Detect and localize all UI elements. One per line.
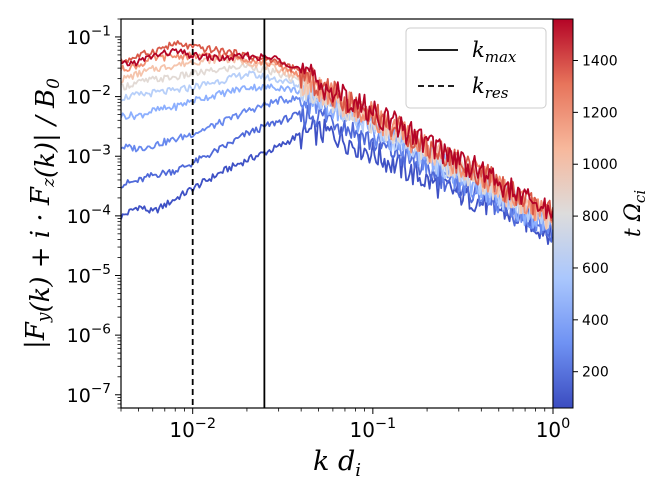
colorbar-tick-label: 200 xyxy=(582,365,609,381)
colorbar-tick-label: 1200 xyxy=(582,105,618,121)
legend-box xyxy=(405,27,547,109)
x-axis-ticks: 10−2 10−1 100 xyxy=(120,408,571,442)
colorbar-tick-label: 600 xyxy=(582,261,609,277)
reference-lines xyxy=(191,19,266,408)
x-tick-label: 100 xyxy=(536,416,571,442)
legend-label-k-max: kmax xyxy=(472,38,517,66)
y-tick-label: 10−7 xyxy=(67,381,111,407)
y-tick-label: 10−4 xyxy=(67,202,111,228)
colorbar-gradient xyxy=(552,18,574,409)
y-tick-label: 10−3 xyxy=(67,143,111,169)
x-tick-label: 10−2 xyxy=(169,416,216,442)
y-axis-ticks: 10−7 10−6 10−5 10−4 10−3 10−2 10−1 xyxy=(67,18,121,409)
colorbar-tick-label: 1400 xyxy=(582,53,618,69)
colorbar-tick-label: 800 xyxy=(582,209,609,225)
colorbar-tick-label: 1000 xyxy=(582,157,618,173)
y-tick-label: 10−1 xyxy=(67,23,111,49)
legend: kmax kres xyxy=(405,27,547,109)
colorbar: 200 400 600 800 1000 1200 1400 t Ωci xyxy=(552,18,649,409)
y-axis-label: |Fy(k) + i · Fz(k)| / B0 xyxy=(21,78,64,349)
colorbar-tick-label: 400 xyxy=(582,313,609,329)
y-tick-label: 10−2 xyxy=(67,83,111,109)
x-axis-label: k di xyxy=(313,446,361,481)
axis-labels: k di |Fy(k) + i · Fz(k)| / B0 xyxy=(21,78,361,481)
y-tick-label: 10−5 xyxy=(67,262,111,288)
x-tick-label: 10−1 xyxy=(350,416,397,442)
spectrum-series-t1500 xyxy=(121,48,553,220)
y-tick-label: 10−6 xyxy=(67,322,111,348)
colorbar-label: t Ωci xyxy=(621,190,649,237)
legend-label-k-res: kres xyxy=(472,74,509,102)
